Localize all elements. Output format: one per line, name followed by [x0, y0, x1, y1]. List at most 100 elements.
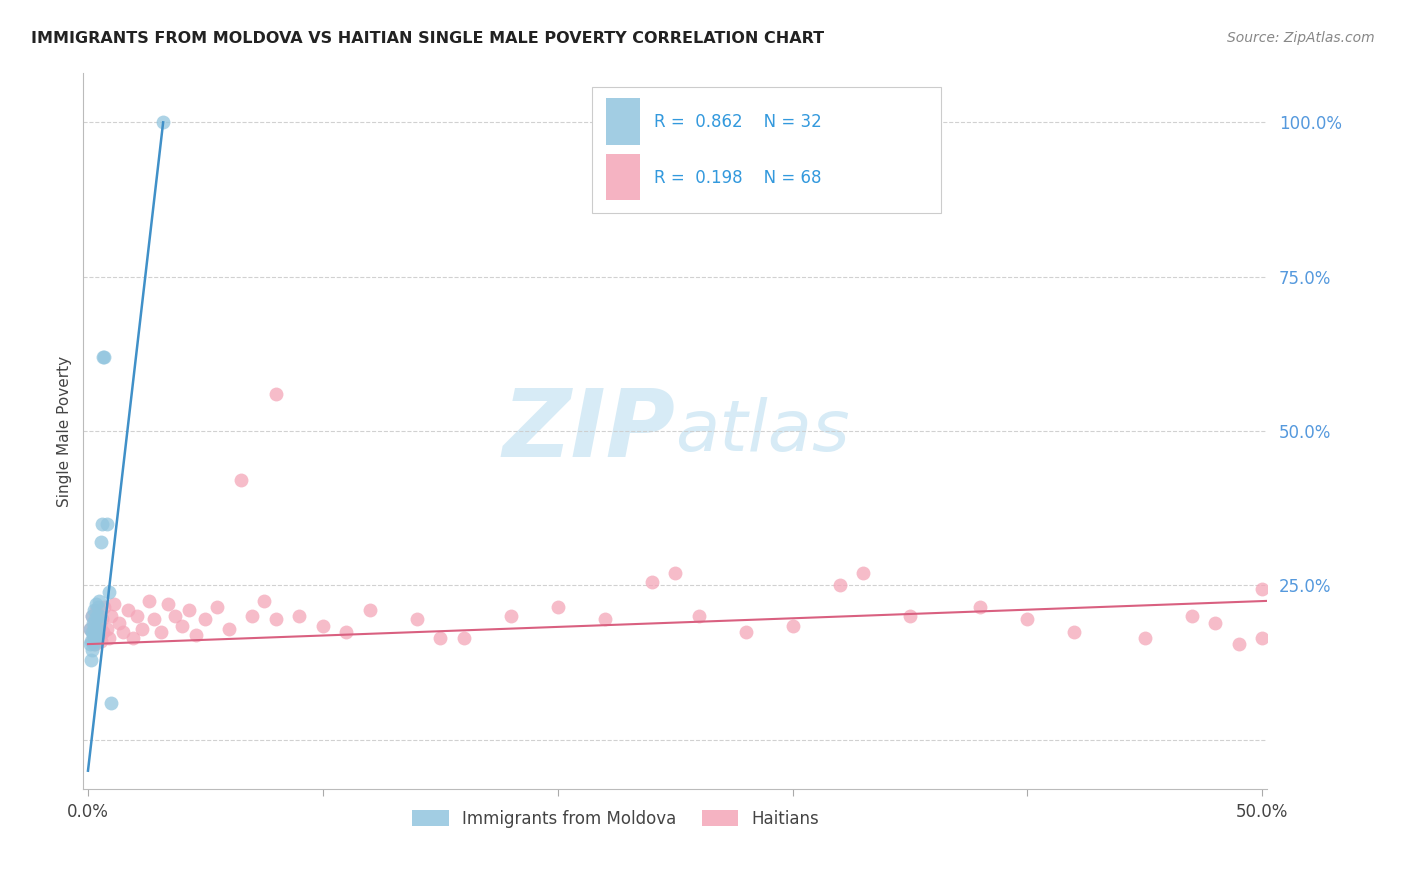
Point — [969, 600, 991, 615]
Point — [242, 609, 264, 624]
Point — [86, 609, 108, 624]
Point — [170, 618, 193, 632]
Point — [90, 535, 112, 549]
Point — [98, 584, 121, 599]
Point — [1251, 582, 1274, 596]
Text: ZIP: ZIP — [502, 385, 675, 477]
FancyBboxPatch shape — [592, 87, 942, 212]
Point — [79, 622, 101, 636]
Point — [117, 603, 139, 617]
Point — [83, 615, 105, 630]
Point — [547, 600, 569, 615]
Text: R =  0.198    N = 68: R = 0.198 N = 68 — [654, 169, 821, 186]
Point — [89, 618, 111, 632]
Point — [82, 628, 104, 642]
Point — [84, 622, 107, 636]
Point — [84, 624, 107, 639]
Point — [152, 115, 174, 129]
Point — [80, 634, 103, 648]
Point — [177, 603, 200, 617]
Point — [142, 612, 165, 626]
Point — [112, 624, 135, 639]
Legend: Immigrants from Moldova, Haitians: Immigrants from Moldova, Haitians — [406, 804, 827, 835]
Point — [82, 615, 104, 630]
Point — [82, 624, 104, 639]
Text: atlas: atlas — [675, 397, 849, 466]
Point — [86, 622, 108, 636]
Point — [253, 594, 276, 608]
Point — [83, 631, 105, 645]
Point — [91, 516, 114, 531]
Point — [593, 612, 616, 626]
Point — [782, 618, 804, 632]
Point — [229, 474, 252, 488]
Point — [218, 622, 240, 636]
Point — [1251, 631, 1274, 645]
Point — [79, 637, 101, 651]
Point — [1204, 615, 1226, 630]
Point — [1017, 612, 1039, 626]
Point — [90, 634, 112, 648]
Point — [312, 618, 335, 632]
Point — [184, 628, 207, 642]
Y-axis label: Single Male Poverty: Single Male Poverty — [58, 356, 72, 507]
Point — [80, 624, 103, 639]
Text: R =  0.862    N = 32: R = 0.862 N = 32 — [654, 112, 821, 131]
FancyBboxPatch shape — [606, 154, 640, 201]
Point — [405, 612, 427, 626]
Point — [359, 603, 381, 617]
Point — [80, 634, 103, 648]
Point — [100, 609, 122, 624]
Point — [82, 643, 104, 657]
Point — [429, 631, 451, 645]
Point — [1133, 631, 1156, 645]
Point — [93, 600, 115, 615]
Point — [127, 609, 149, 624]
Point — [89, 594, 111, 608]
Point — [96, 622, 118, 636]
Point — [499, 609, 522, 624]
Point — [84, 603, 107, 617]
Point — [828, 578, 851, 592]
Point — [91, 624, 114, 639]
Point — [103, 597, 125, 611]
Text: IMMIGRANTS FROM MOLDOVA VS HAITIAN SINGLE MALE POVERTY CORRELATION CHART: IMMIGRANTS FROM MOLDOVA VS HAITIAN SINGL… — [31, 31, 824, 46]
Point — [83, 637, 105, 651]
Point — [734, 624, 756, 639]
Point — [688, 609, 710, 624]
Point — [80, 652, 103, 666]
Point — [91, 612, 114, 626]
Point — [1181, 609, 1204, 624]
Point — [100, 696, 122, 710]
Point — [288, 609, 311, 624]
Point — [87, 628, 110, 642]
Point — [86, 628, 108, 642]
Point — [640, 575, 662, 590]
Point — [453, 631, 475, 645]
Point — [82, 609, 104, 624]
Point — [156, 597, 179, 611]
Point — [84, 597, 107, 611]
Point — [131, 622, 153, 636]
Point — [96, 516, 118, 531]
Point — [194, 612, 217, 626]
Point — [83, 622, 105, 636]
Point — [79, 622, 101, 636]
Point — [149, 624, 172, 639]
Point — [93, 350, 115, 364]
Text: Source: ZipAtlas.com: Source: ZipAtlas.com — [1227, 31, 1375, 45]
Point — [83, 637, 105, 651]
Point — [86, 634, 108, 648]
FancyBboxPatch shape — [606, 98, 640, 145]
Point — [87, 609, 110, 624]
Point — [87, 615, 110, 630]
Point — [898, 609, 921, 624]
Point — [107, 615, 129, 630]
Point — [98, 631, 121, 645]
Point — [91, 350, 114, 364]
Point — [83, 603, 105, 617]
Point — [84, 612, 107, 626]
Point — [163, 609, 186, 624]
Point — [264, 612, 287, 626]
Point — [335, 624, 357, 639]
